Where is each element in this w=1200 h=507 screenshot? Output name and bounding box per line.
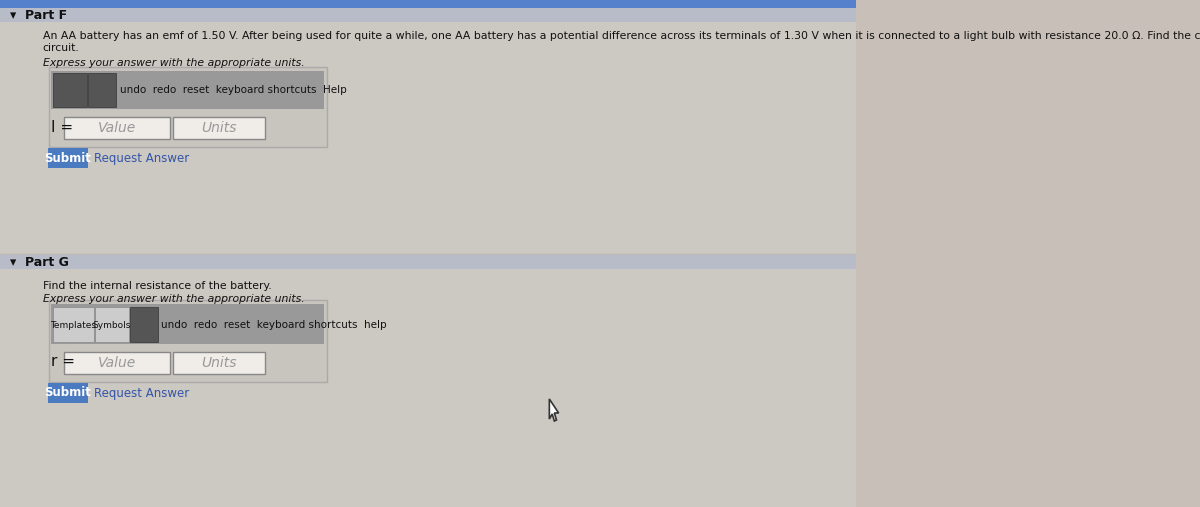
Text: circuit.: circuit. — [43, 43, 79, 53]
Text: I =: I = — [52, 120, 73, 134]
Text: Submit: Submit — [44, 386, 91, 400]
Text: Units: Units — [202, 356, 236, 370]
Polygon shape — [550, 399, 559, 421]
FancyBboxPatch shape — [48, 148, 89, 168]
Text: Value: Value — [98, 121, 136, 135]
Text: Submit: Submit — [44, 152, 91, 164]
FancyBboxPatch shape — [52, 71, 324, 109]
FancyBboxPatch shape — [0, 0, 856, 8]
Text: An AA battery has an emf of 1.50 V. After being used for quite a while, one AA b: An AA battery has an emf of 1.50 V. Afte… — [43, 31, 1200, 41]
FancyBboxPatch shape — [48, 300, 326, 382]
Text: Express your answer with the appropriate units.: Express your answer with the appropriate… — [43, 58, 305, 68]
FancyBboxPatch shape — [173, 117, 265, 139]
FancyBboxPatch shape — [0, 254, 856, 507]
Text: Request Answer: Request Answer — [94, 386, 190, 400]
FancyBboxPatch shape — [95, 307, 130, 342]
FancyBboxPatch shape — [52, 304, 324, 344]
FancyBboxPatch shape — [173, 352, 265, 374]
Text: Find the internal resistance of the battery.: Find the internal resistance of the batt… — [43, 281, 271, 291]
FancyBboxPatch shape — [89, 73, 115, 107]
FancyBboxPatch shape — [65, 117, 169, 139]
FancyBboxPatch shape — [53, 73, 88, 107]
Text: Request Answer: Request Answer — [94, 152, 190, 164]
Text: undo  redo  reset  keyboard shortcuts  Help: undo redo reset keyboard shortcuts Help — [120, 85, 347, 95]
Text: ▾  Part F: ▾ Part F — [10, 9, 67, 21]
Text: r =: r = — [52, 354, 76, 370]
Text: Express your answer with the appropriate units.: Express your answer with the appropriate… — [43, 294, 305, 304]
Text: Units: Units — [202, 121, 236, 135]
FancyBboxPatch shape — [0, 255, 856, 269]
FancyBboxPatch shape — [48, 383, 89, 403]
Text: Symbols: Symbols — [92, 320, 131, 330]
Text: Value: Value — [98, 356, 136, 370]
FancyBboxPatch shape — [130, 307, 158, 342]
Text: undo  redo  reset  keyboard shortcuts  help: undo redo reset keyboard shortcuts help — [161, 320, 386, 330]
FancyBboxPatch shape — [48, 67, 326, 147]
FancyBboxPatch shape — [65, 352, 169, 374]
FancyBboxPatch shape — [0, 8, 856, 22]
FancyBboxPatch shape — [53, 307, 94, 342]
Text: Templates: Templates — [50, 320, 96, 330]
FancyBboxPatch shape — [0, 8, 856, 254]
Text: ▾  Part G: ▾ Part G — [10, 256, 68, 269]
